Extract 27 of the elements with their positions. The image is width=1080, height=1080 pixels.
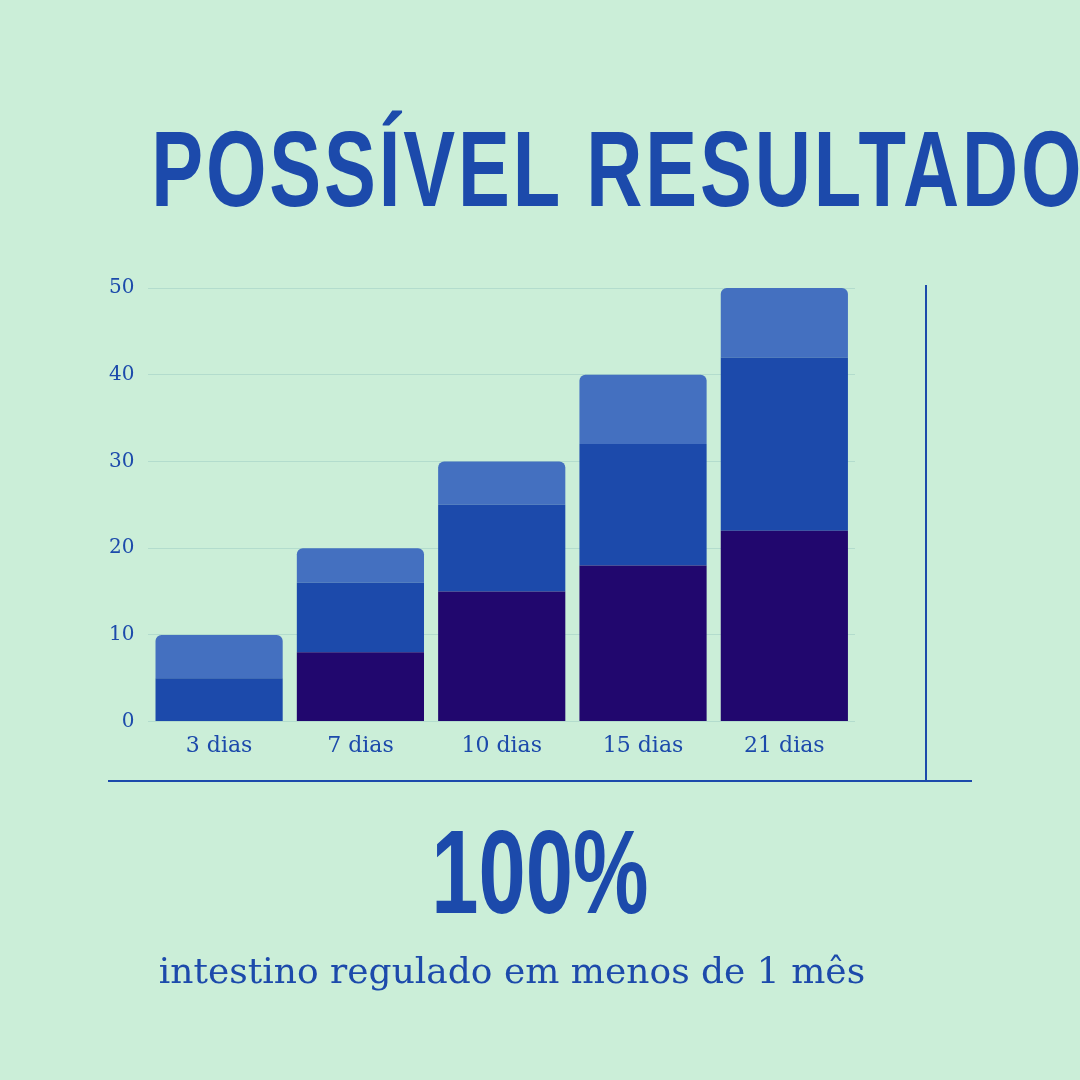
x-tick-label: 15 dias — [602, 731, 684, 757]
bar — [155, 634, 283, 679]
bar — [296, 548, 424, 583]
text: intestino regulado em menos de 1 mês — [157, 950, 867, 991]
bar — [296, 582, 424, 653]
bar — [579, 374, 707, 445]
x-tick-label: 21 dias — [744, 731, 825, 757]
x-tick-label: 7 dias — [327, 731, 394, 757]
bar — [296, 652, 424, 722]
bar — [438, 461, 566, 505]
y-tick-label: 30 — [109, 447, 135, 472]
bar — [438, 591, 566, 722]
bar — [720, 357, 848, 531]
x-tick-label: 10 dias — [461, 731, 542, 757]
text: 100% — [430, 806, 650, 938]
bar — [438, 504, 566, 592]
y-tick-label: 20 — [109, 534, 135, 559]
y-tick-label: 10 — [109, 621, 135, 646]
bar — [579, 444, 707, 566]
bar — [720, 530, 848, 722]
bar — [720, 288, 848, 358]
y-tick-label: 0 — [121, 707, 135, 732]
bar — [155, 678, 283, 722]
y-tick-label: 40 — [109, 360, 135, 385]
x-tick-label: 3 dias — [185, 731, 253, 757]
bar — [579, 565, 707, 722]
y-tick-label: 50 — [109, 274, 135, 299]
